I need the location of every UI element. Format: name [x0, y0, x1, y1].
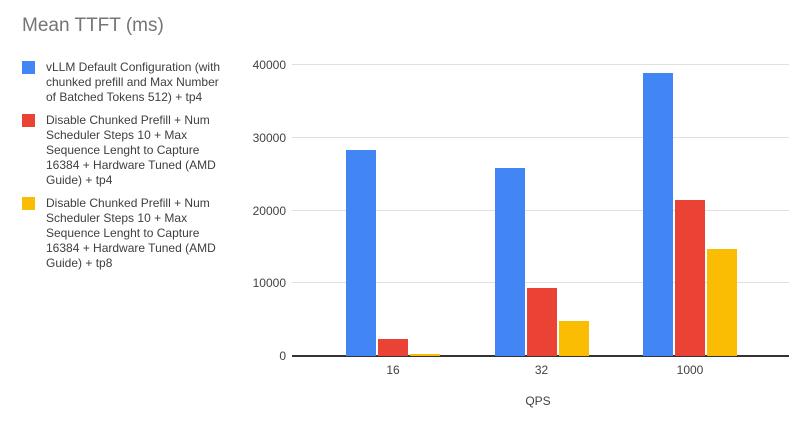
legend-swatch-yellow [22, 197, 35, 210]
x-tick-1000: 1000 [676, 363, 704, 377]
bar-yellow-16 [410, 353, 440, 356]
x-axis-line [292, 355, 789, 357]
legend-label: vLLM Default Configuration (with chunked… [46, 60, 221, 104]
x-tick-32: 32 [534, 363, 549, 377]
bar-red-32 [526, 287, 557, 356]
y-tick-10000: 10000 [252, 276, 286, 291]
bar-yellow-32 [558, 321, 589, 356]
bar-blue-16 [346, 150, 376, 356]
legend-swatch-blue [22, 61, 35, 74]
bar-blue-32 [494, 167, 525, 356]
y-tick-30000: 30000 [252, 130, 286, 145]
plot-area [292, 55, 789, 357]
gridline-20000 [292, 209, 789, 211]
x-tick-16: 16 [386, 363, 400, 377]
legend-swatch-red [22, 114, 35, 127]
bar-red-16 [378, 339, 408, 356]
bar-red-1000 [675, 199, 705, 356]
gridline-40000 [292, 64, 789, 66]
legend-item-red: Disable Chunked Prefill + Num Scheduler … [22, 113, 232, 188]
y-tick-20000: 20000 [252, 203, 286, 218]
legend: vLLM Default Configuration (with chunked… [22, 60, 232, 271]
legend-label: Disable Chunked Prefill + Num Scheduler … [46, 196, 216, 270]
bar-yellow-1000 [707, 249, 737, 356]
legend-label: Disable Chunked Prefill + Num Scheduler … [46, 113, 216, 187]
legend-item-blue: vLLM Default Configuration (with chunked… [22, 60, 232, 105]
legend-item-yellow: Disable Chunked Prefill + Num Scheduler … [22, 196, 232, 271]
chart-title: Mean TTFT (ms) [22, 15, 164, 36]
gridline-30000 [292, 136, 789, 138]
y-tick-0: 0 [279, 349, 286, 363]
y-tick-40000: 40000 [252, 58, 286, 73]
gridline-10000 [292, 282, 789, 284]
x-axis-title: QPS [525, 394, 551, 408]
bar-blue-1000 [643, 73, 673, 356]
